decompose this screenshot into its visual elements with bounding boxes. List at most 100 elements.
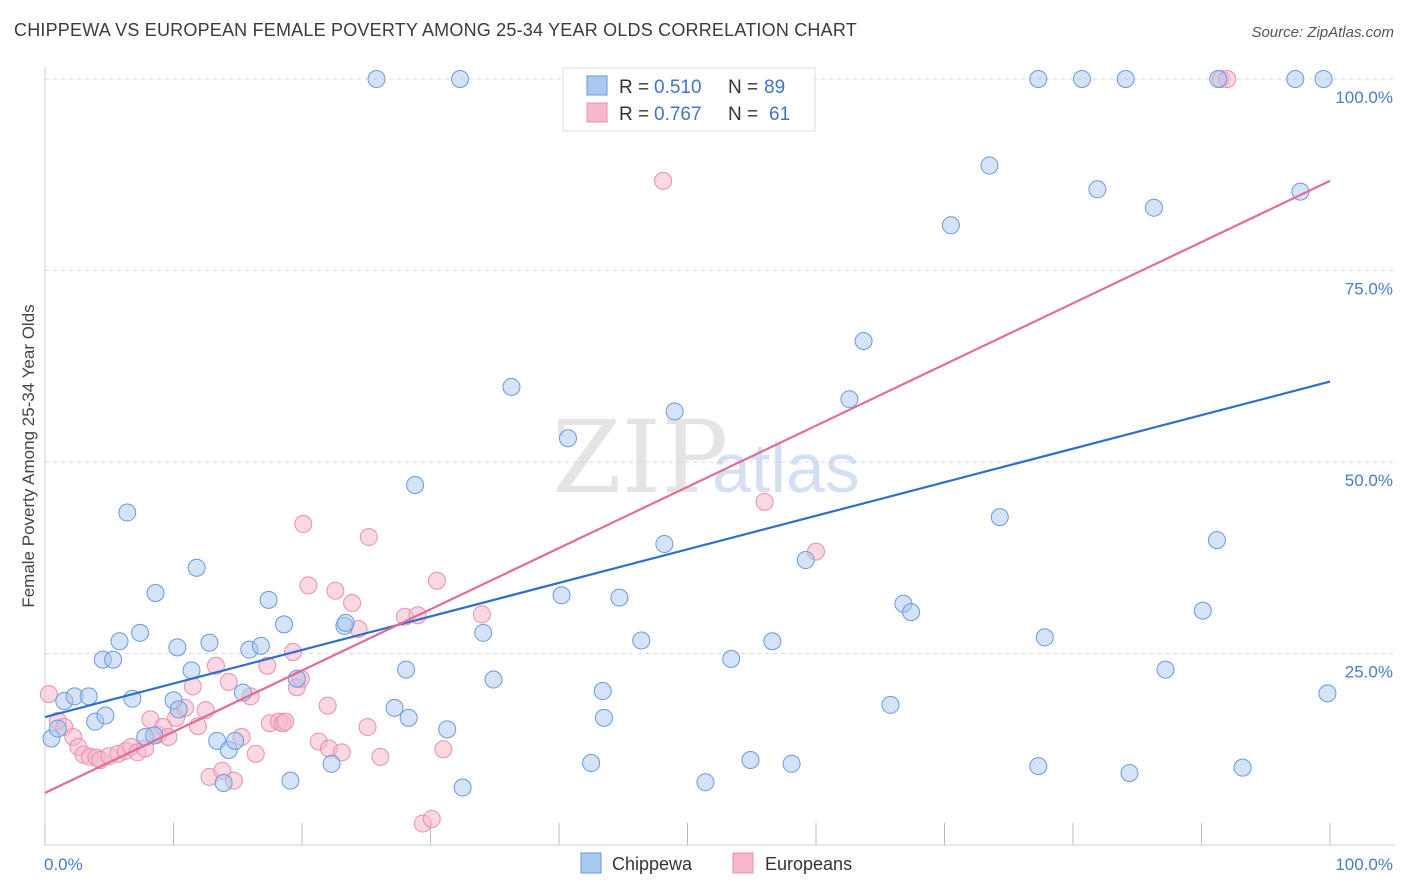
- chippewa-point: [1209, 70, 1228, 88]
- europeans-point: [422, 809, 441, 828]
- europeans-point: [427, 571, 446, 590]
- europeans-trend-line: [44, 179, 1331, 794]
- europeans-point: [371, 747, 390, 766]
- chippewa-point: [322, 754, 341, 773]
- europeans-point: [39, 685, 58, 704]
- legend-r-chippewa: 0.510: [654, 77, 702, 98]
- y-tick-label: 75.0%: [1345, 280, 1393, 299]
- chippewa-point: [1029, 70, 1048, 88]
- chippewa-point: [281, 771, 300, 790]
- chippewa-point: [259, 590, 278, 609]
- chippewa-point: [104, 650, 123, 669]
- chippewa-point: [406, 475, 425, 494]
- chippewa-point: [275, 615, 294, 634]
- chippewa-point: [796, 551, 815, 570]
- europeans-point: [654, 171, 673, 190]
- y-axis-label: Female Poverty Among 25-34 Year Olds: [19, 304, 38, 607]
- chippewa-point: [110, 632, 129, 651]
- watermark: ZIP atlas: [552, 399, 860, 516]
- legend-r-label-chippewa: R =: [619, 77, 649, 98]
- chippewa-point: [990, 508, 1009, 527]
- watermark-atlas: atlas: [712, 429, 860, 507]
- europeans-point: [434, 740, 453, 759]
- chippewa-point: [214, 773, 233, 792]
- europeans-point: [294, 515, 313, 534]
- legend-r-europeans: 0.767: [654, 104, 702, 125]
- chippewa-point: [1120, 763, 1139, 782]
- chippewa-point: [502, 377, 521, 396]
- watermark-zip: ZIP: [552, 399, 728, 516]
- europeans-point: [359, 528, 378, 547]
- chippewa-point: [665, 402, 684, 421]
- bottom-legend-europeans: Europeans: [765, 854, 852, 874]
- chippewa-point: [722, 649, 741, 668]
- europeans-point: [206, 656, 225, 675]
- chippewa-point: [200, 633, 219, 652]
- chippewa-point: [438, 720, 457, 739]
- europeans-point: [755, 492, 774, 511]
- chippewa-trend-line: [44, 380, 1331, 719]
- chippewa-point: [1314, 70, 1333, 88]
- chippewa-point: [1116, 70, 1135, 88]
- chippewa-point: [187, 558, 206, 577]
- chippewa-point: [881, 695, 900, 714]
- chippewa-point: [655, 534, 674, 553]
- chippewa-point: [1035, 628, 1054, 647]
- chippewa-point: [1286, 70, 1305, 88]
- europeans-point: [276, 712, 295, 731]
- legend-n-label-chippewa: N =: [728, 77, 758, 98]
- europeans-point: [246, 744, 265, 763]
- chippewa-point: [1193, 601, 1212, 620]
- chippewa-point: [1207, 531, 1226, 550]
- europeans-point: [472, 605, 491, 624]
- source-credit: Source: ZipAtlas.com: [1251, 24, 1394, 41]
- chippewa-point: [48, 719, 67, 738]
- europeans-point: [326, 581, 345, 600]
- chippewa-point: [169, 700, 188, 719]
- chippewa-point: [1233, 758, 1252, 777]
- chippewa-point: [854, 331, 873, 350]
- chippewa-point: [696, 773, 715, 792]
- europeans-point: [219, 672, 238, 691]
- x-tick-label: 0.0%: [44, 855, 83, 874]
- chippewa-point: [610, 588, 629, 607]
- chippewa-point: [1144, 198, 1163, 217]
- chippewa-point: [741, 750, 760, 769]
- chippewa-point: [399, 708, 418, 727]
- legend-n-label-europeans: N =: [728, 104, 758, 125]
- europeans-point: [318, 696, 337, 715]
- chippewa-point: [840, 390, 859, 409]
- y-tick-label: 25.0%: [1345, 663, 1393, 682]
- chippewa-point: [582, 754, 601, 773]
- chippewa-point: [632, 631, 651, 650]
- legend-n-chippewa: 89: [764, 77, 785, 98]
- chippewa-point: [1072, 70, 1091, 88]
- chippewa-point: [593, 682, 612, 701]
- axes: [44, 67, 1395, 846]
- chippewa-point: [1029, 757, 1048, 776]
- chippewa-point: [96, 706, 115, 725]
- chippewa-point: [146, 583, 165, 602]
- chippewa-point: [251, 636, 270, 655]
- y-tick-labels: 25.0% 50.0% 75.0% 100.0%: [1335, 88, 1393, 682]
- chippewa-point: [79, 687, 98, 706]
- chippewa-point: [451, 70, 470, 88]
- chippewa-point: [484, 670, 503, 689]
- legend-swatch-europeans: [586, 102, 608, 123]
- europeans-point: [332, 743, 351, 762]
- chippewa-point: [941, 216, 960, 235]
- y-tick-label: 100.0%: [1335, 88, 1393, 107]
- trend-lines: [44, 179, 1331, 794]
- chippewa-point: [594, 708, 613, 727]
- chippewa-point: [367, 70, 386, 88]
- europeans-points: [39, 70, 1237, 833]
- chippewa-point: [1318, 684, 1337, 703]
- bottom-legend: Chippewa Europeans: [580, 852, 852, 874]
- chippewa-point: [131, 623, 150, 642]
- chippewa-point: [385, 698, 404, 717]
- grid-lines: [45, 78, 1395, 654]
- legend-swatch-chippewa: [586, 75, 608, 96]
- europeans-point: [299, 576, 318, 595]
- bottom-legend-swatch-europeans: [732, 852, 754, 874]
